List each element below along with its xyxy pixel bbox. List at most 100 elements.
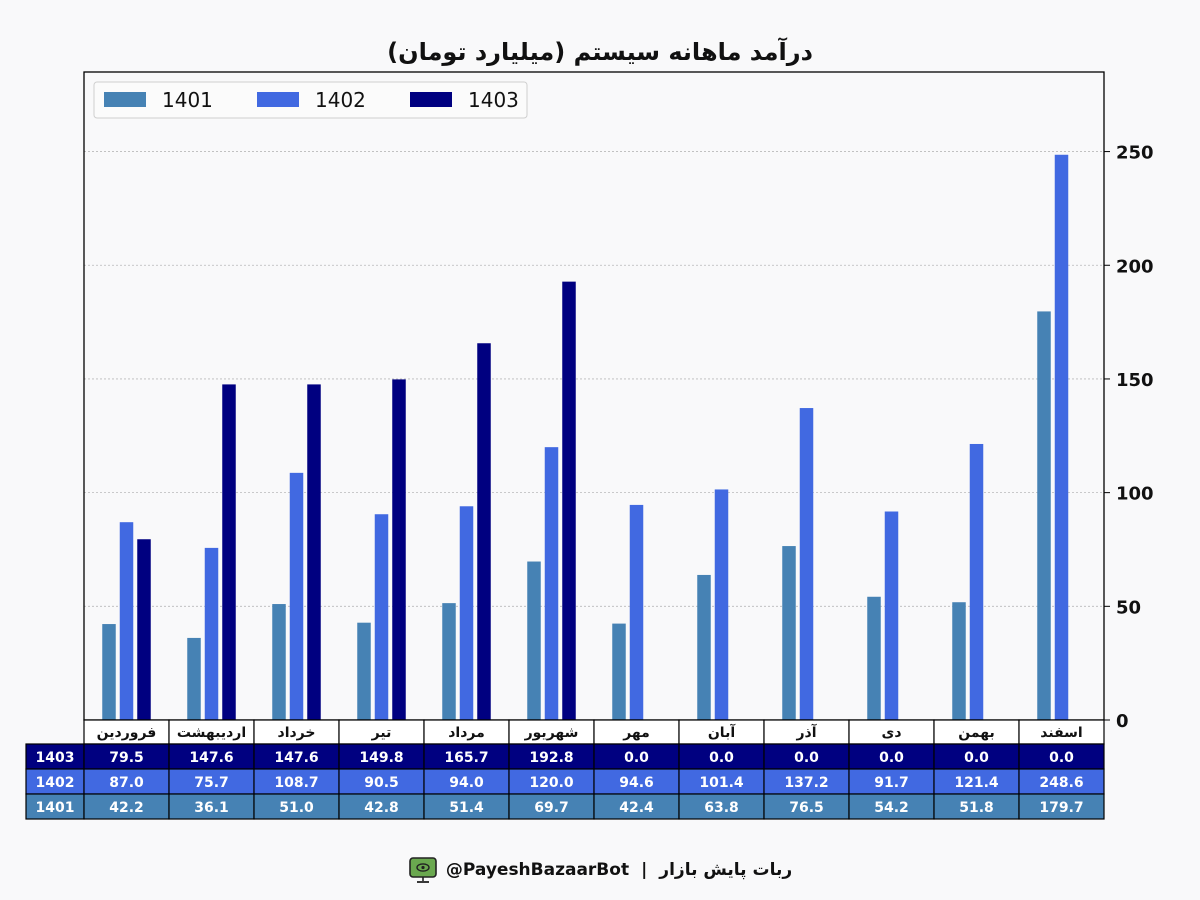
table-month-label: دی xyxy=(881,725,901,741)
table-month-label: شهریور xyxy=(524,725,579,741)
table-cell-value: 0.0 xyxy=(1049,750,1074,766)
table-cell-value: 91.7 xyxy=(874,775,909,791)
bar-1402 xyxy=(119,522,134,720)
chart-title: درآمد ماهانه سیستم (میلیارد تومان) xyxy=(387,37,813,66)
bar-1401 xyxy=(1037,311,1051,720)
table-cell xyxy=(763,743,850,770)
bar-1401 xyxy=(612,623,626,720)
table-row-label: 1402 xyxy=(36,775,75,791)
table-cell-value: 51.8 xyxy=(959,800,994,816)
bars xyxy=(102,154,1069,721)
legend: 1401 1402 1403 xyxy=(93,81,528,119)
table-cell-value: 147.6 xyxy=(189,750,233,766)
table-cell-value: 54.2 xyxy=(874,800,909,816)
bar-1401 xyxy=(697,574,711,720)
table-cell xyxy=(253,768,340,795)
table-month-label: اردیبهشت xyxy=(177,725,246,741)
table-cell-value: 0.0 xyxy=(624,750,649,766)
bar-1401 xyxy=(102,624,116,720)
table-header-cell xyxy=(338,719,425,745)
table-cell-value: 248.6 xyxy=(1039,775,1083,791)
bar-1401 xyxy=(867,596,881,720)
legend-label: 1403 xyxy=(468,88,519,112)
y-tick-label: 250 xyxy=(1116,143,1154,164)
table-month-label: مرداد xyxy=(448,725,485,741)
table-cell-value: 51.4 xyxy=(449,800,484,816)
table-month-label: بهمن xyxy=(958,725,994,741)
bar-1403 xyxy=(137,539,151,720)
table-cell-value: 0.0 xyxy=(709,750,734,766)
table-row-header-cell xyxy=(25,743,85,770)
table-cell-value: 69.7 xyxy=(534,800,569,816)
table-cell-value: 120.0 xyxy=(529,775,574,791)
y-tick-label: 0 xyxy=(1116,711,1129,732)
table-cell-value: 42.8 xyxy=(364,800,399,816)
bar-1403 xyxy=(562,281,576,720)
table-cell-value: 147.6 xyxy=(274,750,318,766)
bar-1403 xyxy=(222,384,236,720)
bar-1401 xyxy=(527,561,541,720)
table-cell xyxy=(763,768,850,795)
table-cell xyxy=(763,793,850,820)
table-cell-value: 42.4 xyxy=(619,800,654,816)
table-cell-value: 94.0 xyxy=(449,775,484,791)
table-header-cell xyxy=(1018,719,1105,745)
table-month-label: تیر xyxy=(371,725,392,741)
bar-1401 xyxy=(357,622,371,720)
table-header-cell xyxy=(83,719,170,745)
table-month-label: فروردین xyxy=(97,725,157,741)
table-cell-value: 79.5 xyxy=(109,750,144,766)
table-header-cell xyxy=(423,719,510,745)
table-cell xyxy=(168,743,255,770)
table-cell-value: 94.6 xyxy=(619,775,654,791)
legend-box xyxy=(93,81,528,119)
bar-1402 xyxy=(629,504,644,720)
legend-swatch-1402 xyxy=(257,92,299,107)
table-cell-value: 42.2 xyxy=(109,800,144,816)
table-cell-value: 76.5 xyxy=(789,800,824,816)
bar-1402 xyxy=(204,547,219,720)
table-row-label: 1403 xyxy=(36,750,75,766)
table-cell-value: 165.7 xyxy=(444,750,488,766)
table-cell xyxy=(848,768,935,795)
table-cell-value: 0.0 xyxy=(964,750,989,766)
bar-1401 xyxy=(952,602,966,720)
table-cell xyxy=(1018,793,1105,820)
bar-1402 xyxy=(884,511,899,720)
table-month-label: آبان xyxy=(708,723,736,741)
table-cell xyxy=(593,743,680,770)
table-cell-value: 101.4 xyxy=(699,775,744,791)
bar-1402 xyxy=(289,472,304,720)
table-cell xyxy=(933,793,1020,820)
bar-1403 xyxy=(477,343,491,720)
table-cell xyxy=(83,793,170,820)
footer: @PayeshBazaarBot | ربات پایش بازار xyxy=(0,852,1200,888)
table-cell xyxy=(933,768,1020,795)
table-cell xyxy=(253,793,340,820)
table-cell-value: 137.2 xyxy=(784,775,828,791)
table-cell-value: 179.7 xyxy=(1039,800,1083,816)
table-cell-value: 192.8 xyxy=(529,750,573,766)
bot-handle[interactable]: @PayeshBazaarBot xyxy=(445,860,630,880)
table-cell xyxy=(83,743,170,770)
table-cell-value: 0.0 xyxy=(879,750,904,766)
plot-frame xyxy=(83,71,1105,721)
table-header-cell xyxy=(168,719,255,745)
table-cell-value: 63.8 xyxy=(704,800,739,816)
table-cell-value: 108.7 xyxy=(274,775,318,791)
table-cell xyxy=(508,743,595,770)
y-tick-label: 150 xyxy=(1116,370,1154,391)
bar-1403 xyxy=(392,379,406,720)
bar-1402 xyxy=(799,408,814,720)
bar-1402 xyxy=(1054,154,1069,721)
legend-swatch-1403 xyxy=(410,92,452,107)
footer-separator: | xyxy=(641,860,648,880)
bar-1401 xyxy=(272,604,286,720)
y-tick-label: 50 xyxy=(1116,597,1141,618)
table-cell-value: 149.8 xyxy=(359,750,403,766)
bar-1401 xyxy=(782,546,796,720)
legend-swatch-1401 xyxy=(104,92,146,107)
bar-1401 xyxy=(442,603,456,720)
table-cell-value: 90.5 xyxy=(364,775,399,791)
table-cell xyxy=(593,793,680,820)
